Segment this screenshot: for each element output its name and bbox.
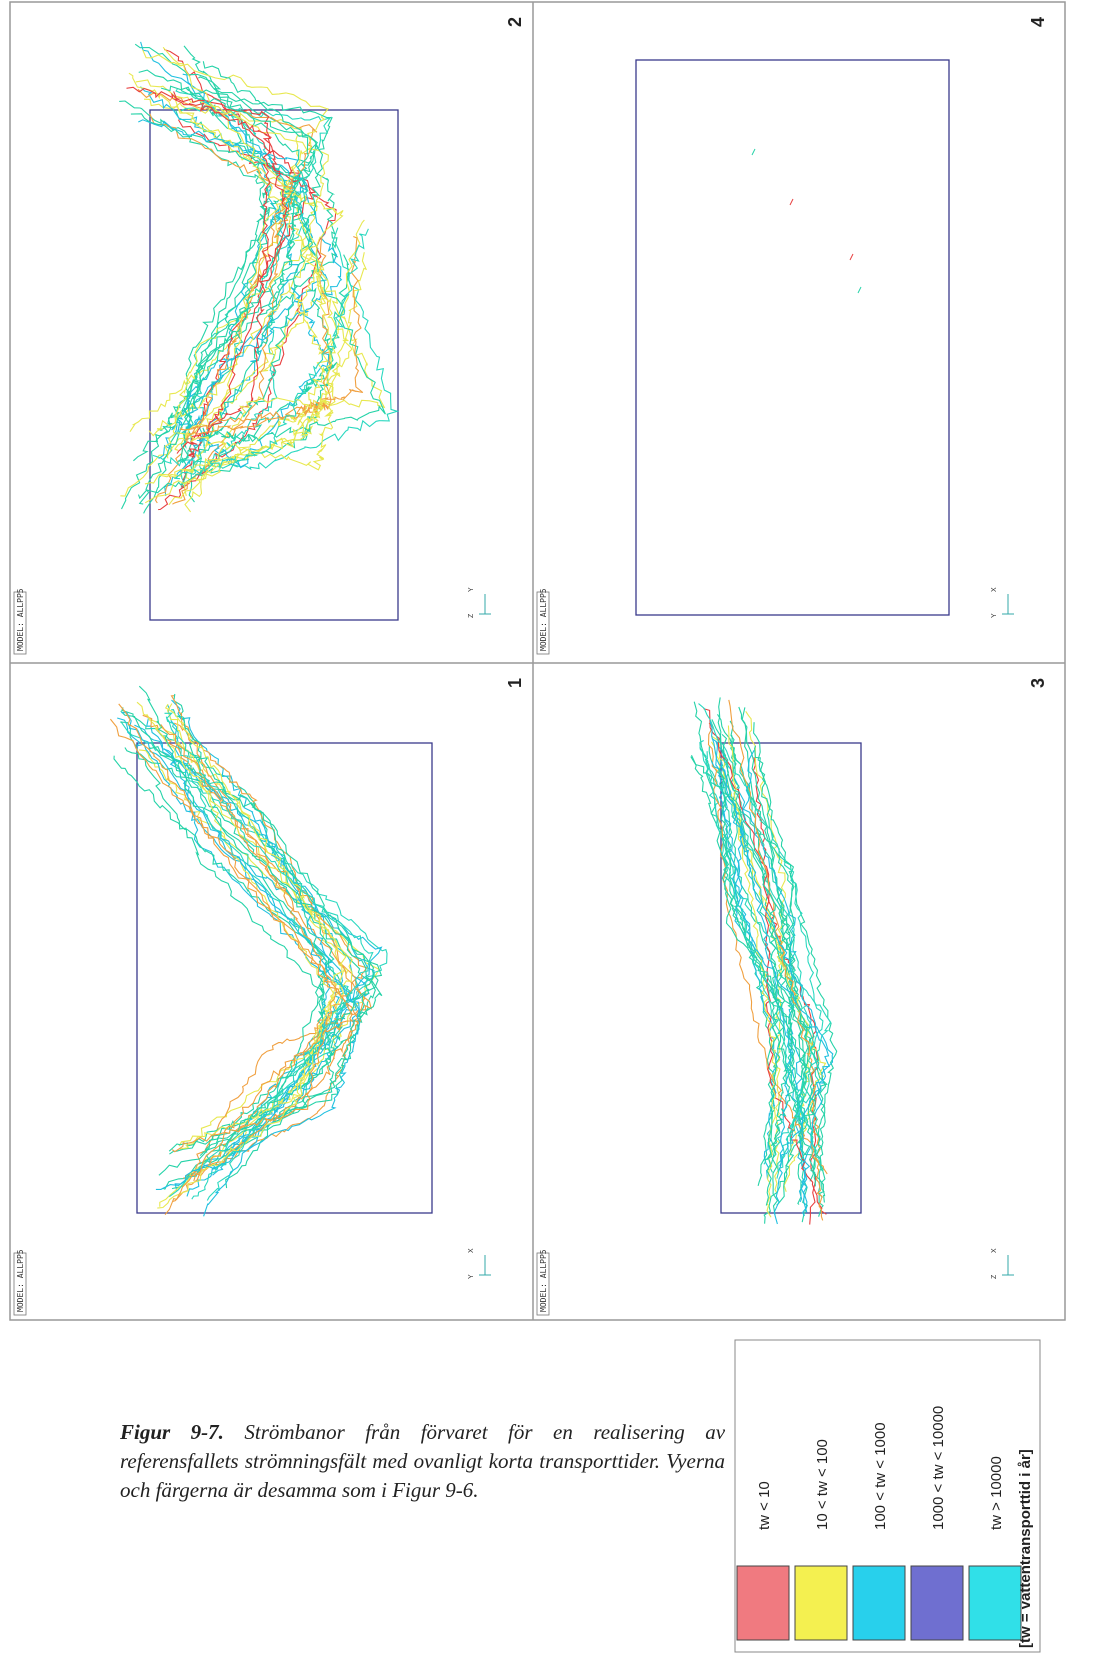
streamline bbox=[142, 714, 368, 1203]
streamline bbox=[730, 734, 828, 1224]
streamline bbox=[138, 685, 383, 1165]
legend-note: [tw = vattentransporttid i år] bbox=[1017, 1449, 1034, 1648]
streamline bbox=[129, 98, 304, 433]
axis-letter: Y bbox=[468, 1274, 475, 1279]
streamline bbox=[147, 746, 383, 1153]
streamline bbox=[162, 46, 344, 459]
streamline bbox=[849, 253, 854, 261]
panel-number: 3 bbox=[1028, 678, 1048, 688]
streamline bbox=[738, 706, 827, 1217]
axis-letter: Z bbox=[991, 1274, 998, 1279]
legend-swatch bbox=[852, 1565, 906, 1641]
streamline bbox=[143, 76, 339, 514]
caption-text: Strömbanor från förvaret för en realiser… bbox=[120, 1420, 726, 1502]
axis-letter: X bbox=[991, 587, 998, 592]
legend-swatch bbox=[910, 1565, 964, 1641]
streamline bbox=[715, 740, 808, 1213]
streamline bbox=[130, 113, 302, 486]
streamline bbox=[703, 708, 827, 1215]
streamline bbox=[720, 761, 792, 1225]
legend-label: tw < 10 bbox=[756, 1481, 773, 1530]
model-box bbox=[536, 591, 550, 655]
streamline bbox=[699, 740, 821, 1164]
streamline bbox=[133, 45, 270, 462]
streamline bbox=[176, 61, 319, 463]
streamline bbox=[173, 722, 366, 1177]
streamline bbox=[164, 703, 347, 1150]
streamline bbox=[184, 260, 386, 513]
streamline bbox=[789, 198, 794, 206]
legend-label: 10 < tw < 100 bbox=[814, 1439, 831, 1530]
streamline bbox=[126, 86, 272, 454]
legend-swatch bbox=[736, 1565, 790, 1641]
streamline bbox=[137, 88, 318, 504]
streamline bbox=[172, 91, 289, 458]
streamline bbox=[176, 243, 336, 471]
model-label: MODEL: ALLPP5 bbox=[539, 1249, 548, 1312]
model-box bbox=[13, 1252, 27, 1316]
legend-swatch bbox=[794, 1565, 848, 1641]
legend-label: tw > 10000 bbox=[988, 1456, 1005, 1530]
axis-letter: Y bbox=[468, 587, 475, 592]
streamline bbox=[138, 119, 343, 460]
caption-label: Figur 9-7. bbox=[120, 1420, 224, 1444]
streamline bbox=[184, 235, 364, 441]
streamline bbox=[121, 712, 361, 1190]
model-box bbox=[536, 1252, 550, 1316]
panel-number: 2 bbox=[505, 17, 525, 27]
streamline bbox=[711, 719, 780, 1206]
streamline bbox=[149, 113, 297, 505]
streamline bbox=[109, 718, 362, 1182]
streamline bbox=[165, 716, 374, 1200]
streamline bbox=[164, 712, 349, 1198]
caption: Figur 9-7. Strömbanor från förvaret för … bbox=[120, 1418, 725, 1505]
streamline bbox=[163, 748, 333, 1217]
streamline bbox=[136, 701, 349, 1147]
panel-number: 4 bbox=[1028, 17, 1048, 27]
model-label: MODEL: ALLPP5 bbox=[16, 588, 25, 651]
streamline bbox=[120, 710, 376, 1190]
streamline bbox=[158, 282, 329, 479]
streamline bbox=[721, 733, 826, 1203]
streamline bbox=[707, 722, 828, 1175]
streamline bbox=[117, 717, 344, 1152]
streamline bbox=[144, 252, 368, 485]
streamline bbox=[135, 79, 329, 437]
streamline bbox=[698, 703, 824, 1179]
model-label: MODEL: ALLPP5 bbox=[16, 1249, 25, 1312]
axis-letter: X bbox=[468, 1248, 475, 1253]
legend-swatch bbox=[968, 1565, 1022, 1641]
streamline bbox=[118, 703, 354, 1215]
streamline bbox=[734, 750, 834, 1167]
model-box bbox=[13, 591, 27, 655]
axis-letter: Z bbox=[468, 613, 475, 618]
streamline bbox=[120, 721, 336, 1176]
axis-letter: Y bbox=[991, 613, 998, 618]
streamline bbox=[728, 699, 824, 1221]
model-label: MODEL: ALLPP5 bbox=[539, 588, 548, 651]
streamline bbox=[711, 738, 778, 1179]
streamline bbox=[709, 721, 831, 1203]
axis-letter: X bbox=[991, 1248, 998, 1253]
streamline bbox=[159, 703, 335, 1207]
streamline bbox=[170, 695, 373, 1179]
legend-label: 100 < tw < 1000 bbox=[872, 1422, 889, 1530]
legend-box bbox=[734, 1339, 1041, 1653]
streamline bbox=[173, 228, 369, 480]
streamline bbox=[144, 239, 353, 504]
streamline bbox=[160, 85, 333, 462]
streamline bbox=[751, 148, 756, 156]
panel-number: 1 bbox=[505, 678, 525, 688]
streamline bbox=[857, 286, 862, 294]
legend-label: 1000 < tw < 10000 bbox=[930, 1406, 947, 1530]
